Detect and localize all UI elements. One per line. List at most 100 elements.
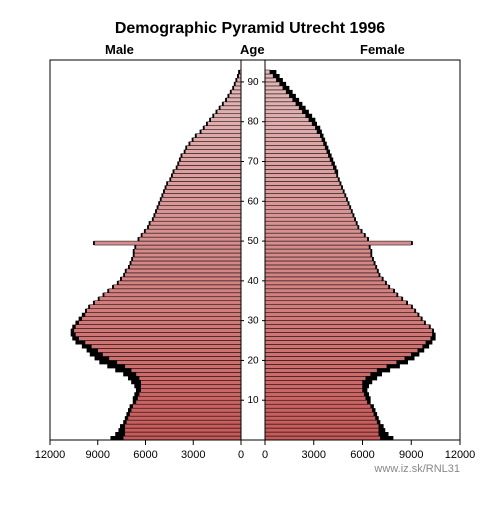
male-bar — [201, 130, 241, 134]
male-bar — [99, 297, 241, 301]
male-bar — [130, 265, 241, 269]
x-tick-label-left: 12000 — [35, 449, 66, 461]
female-bar — [265, 309, 415, 313]
female-bar — [265, 297, 402, 301]
male-bar — [75, 325, 241, 329]
male-bar — [142, 233, 241, 237]
male-bar — [85, 341, 241, 345]
female-bar — [265, 221, 356, 225]
female-bar — [265, 305, 411, 309]
female-bar — [265, 130, 317, 134]
male-bar — [118, 281, 241, 285]
y-tick-label: 80 — [247, 117, 259, 128]
female-bar — [265, 201, 348, 205]
female-bar — [265, 321, 424, 325]
male-bar — [185, 150, 241, 154]
male-bar — [125, 364, 241, 368]
female-bar — [265, 420, 377, 424]
female-bar — [265, 150, 327, 154]
chart-container: Demographic Pyramid Utrecht 1996 Male Fe… — [0, 0, 500, 500]
male-bar — [160, 201, 241, 205]
male-bar — [141, 388, 241, 392]
male-bar — [217, 110, 241, 114]
male-bar — [139, 237, 241, 241]
female-bar — [265, 78, 276, 82]
female-bar — [265, 217, 354, 221]
y-tick-label: 30 — [247, 316, 259, 327]
female-bar — [265, 225, 358, 229]
female-bar — [265, 352, 411, 356]
male-bar — [165, 189, 241, 193]
y-tick-label: 60 — [247, 196, 259, 207]
female-bar — [265, 408, 372, 412]
male-bar — [79, 321, 241, 325]
male-bar — [181, 158, 241, 162]
male-bar — [177, 165, 241, 169]
female-bar — [265, 416, 376, 420]
female-bar — [265, 396, 366, 400]
male-bar — [85, 313, 241, 317]
female-bar — [265, 82, 280, 86]
male-bar — [104, 293, 241, 297]
male-bar — [95, 241, 241, 245]
male-bar — [182, 154, 241, 158]
male-bar — [125, 432, 241, 436]
male-bar — [136, 245, 241, 249]
female-bar — [265, 197, 346, 201]
female-bar — [265, 273, 379, 277]
male-bar — [133, 404, 241, 408]
female-bar — [265, 249, 371, 253]
male-bar — [125, 428, 241, 432]
male-bar — [211, 118, 241, 122]
female-bar — [265, 253, 371, 257]
male-bar — [155, 213, 241, 217]
male-bar — [125, 424, 241, 428]
female-bar — [265, 257, 372, 261]
female-bar — [265, 277, 382, 281]
male-bar — [237, 78, 241, 82]
female-bar — [265, 384, 363, 388]
female-bar — [265, 301, 406, 305]
female-bar — [265, 436, 380, 440]
male-bar — [136, 400, 241, 404]
female-bar — [265, 74, 273, 78]
female-bar — [265, 213, 353, 217]
male-bar — [134, 253, 241, 257]
male-bar — [117, 360, 241, 364]
male-bar — [79, 337, 241, 341]
male-bar — [220, 106, 241, 110]
male-bar — [235, 82, 241, 86]
female-bar — [265, 380, 363, 384]
female-bar — [265, 317, 421, 321]
female-bar — [265, 162, 332, 166]
female-bar — [265, 345, 423, 349]
x-tick-label-right: 0 — [262, 449, 268, 461]
x-tick-label-right: 6000 — [350, 449, 374, 461]
pyramid-svg: 1020304050607080900030003000600060009000… — [0, 0, 500, 500]
y-tick-label: 70 — [247, 157, 259, 168]
female-bar — [265, 165, 333, 169]
male-bar — [122, 277, 241, 281]
male-bar — [153, 217, 241, 221]
male-bar — [131, 408, 241, 412]
female-bar — [265, 126, 315, 130]
female-bar — [265, 94, 289, 98]
male-bar — [126, 269, 241, 273]
male-bar — [158, 205, 241, 209]
male-bar — [173, 173, 241, 177]
female-bar — [265, 122, 312, 126]
male-bar — [130, 412, 241, 416]
male-bar — [168, 181, 241, 185]
male-bar — [95, 301, 241, 305]
female-bar — [265, 86, 283, 90]
y-tick-label: 10 — [247, 395, 259, 406]
female-bar — [265, 372, 371, 376]
female-bar — [265, 146, 325, 150]
male-bar — [208, 122, 241, 126]
male-bar — [166, 185, 241, 189]
female-bar — [265, 106, 299, 110]
pyramid-chart: 1020304050607080900030003000600060009000… — [0, 0, 500, 500]
female-bar — [265, 261, 374, 265]
female-bar — [265, 169, 335, 173]
female-bar — [265, 193, 345, 197]
